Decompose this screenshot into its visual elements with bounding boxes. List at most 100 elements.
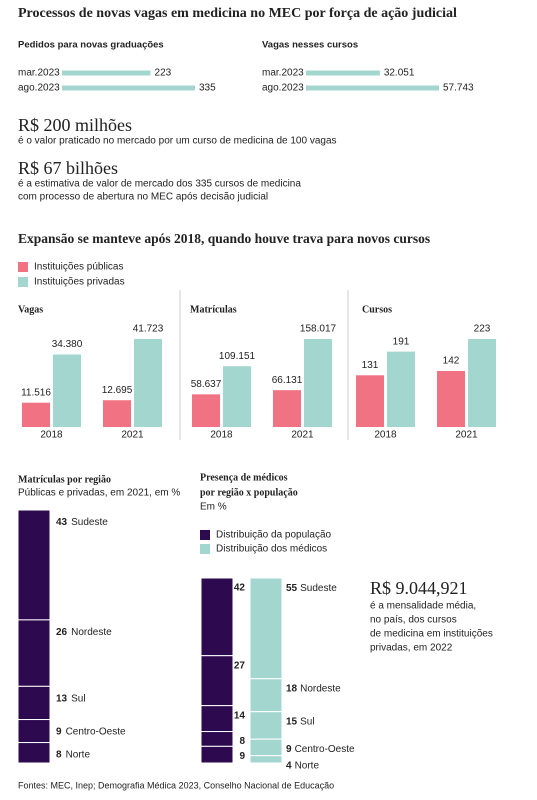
segment — [17, 509, 51, 621]
segment — [200, 705, 234, 733]
category-label: ago.2023 — [262, 83, 304, 94]
segment-label: 55 Sudeste — [286, 583, 337, 594]
section-title: Expansão se manteve após 2018, quando ho… — [18, 231, 430, 246]
bar — [306, 70, 380, 76]
source: Fontes: MEC, Inep; Demografia Médica 202… — [18, 780, 334, 790]
segment-value: 9 — [239, 751, 245, 762]
segment-value: 27 — [234, 660, 246, 671]
x-tick-label: 2021 — [121, 430, 144, 441]
segment — [200, 745, 234, 764]
segment-value: 55 — [286, 583, 298, 594]
x-tick-label: 2021 — [291, 430, 314, 441]
fact-value: R$ 67 bilhões — [18, 158, 118, 178]
legend-swatch — [200, 544, 210, 554]
value-label: 57.743 — [443, 83, 474, 94]
segment-value: 42 — [234, 583, 246, 594]
segment-value: 15 — [286, 716, 298, 727]
segment — [17, 619, 51, 687]
value-label: 142 — [443, 356, 460, 367]
highlight-text: no país, dos cursos — [370, 615, 457, 626]
highlight-text: é a mensalidade média, — [370, 601, 476, 612]
segment — [17, 742, 51, 764]
segment — [249, 678, 283, 713]
x-tick-label: 2018 — [210, 430, 233, 441]
value-label: 131 — [362, 360, 379, 371]
bar — [53, 354, 81, 427]
segment-category: Norte — [295, 760, 320, 771]
legend-swatch — [18, 262, 28, 272]
segment-value: 9 — [286, 744, 292, 755]
segment-label: 8 Norte — [56, 749, 90, 760]
chart-title: Matrículas — [190, 304, 237, 315]
segment — [200, 655, 234, 707]
bar — [356, 375, 384, 427]
segment-value: 8 — [56, 749, 62, 760]
segment-category: Sudeste — [71, 517, 108, 528]
segment-value: 4 — [286, 760, 292, 771]
legend-label: Distribuição da população — [216, 530, 332, 541]
bar — [273, 390, 301, 427]
category-label: mar.2023 — [262, 68, 304, 79]
value-label: 158.017 — [300, 324, 337, 335]
value-label: 32.051 — [384, 68, 415, 79]
segment — [17, 685, 51, 721]
value-label: 12.695 — [102, 385, 133, 396]
segment — [200, 731, 234, 747]
bar — [62, 70, 151, 76]
segment-label: 13 Sul — [56, 693, 86, 704]
segment — [200, 577, 234, 657]
bar — [134, 339, 162, 427]
segment-value: 43 — [56, 517, 68, 528]
value-label: 66.131 — [272, 375, 303, 386]
segment — [249, 711, 283, 740]
segment-value: 13 — [56, 693, 68, 704]
value-label: 109.151 — [219, 351, 256, 362]
x-tick-label: 2018 — [40, 430, 63, 441]
segment-label: 15 Sul — [286, 716, 315, 727]
bar — [62, 85, 195, 91]
segment-category: Norte — [66, 749, 91, 760]
bar — [468, 339, 496, 427]
highlight-value: R$ 9.044,921 — [370, 578, 468, 598]
value-label: 58.637 — [191, 379, 222, 390]
chart-subtitle: Públicas e privadas, em 2021, em % — [18, 488, 180, 499]
chart-title: Vagas — [18, 304, 43, 315]
chart-title: Matrículas por região — [18, 474, 111, 485]
chart-title: Presença de médicos — [200, 472, 288, 483]
segment-category: Sudeste — [300, 583, 337, 594]
segment-category: Sul — [300, 716, 314, 727]
value-label: 223 — [155, 68, 172, 79]
page-title: Processos de novas vagas em medicina no … — [18, 6, 457, 21]
legend-swatch — [200, 530, 210, 540]
chart-title: Cursos — [362, 304, 392, 315]
segment-value: 9 — [56, 726, 62, 737]
value-label: 11.516 — [21, 387, 51, 398]
bar — [223, 366, 251, 427]
value-label: 41.723 — [133, 324, 164, 335]
chart-title: Pedidos para novas graduações — [18, 40, 164, 51]
fact-text: é o valor praticado no mercado por um cu… — [18, 136, 337, 147]
legend-label: Instituições privadas — [34, 277, 125, 288]
x-tick-label: 2018 — [374, 430, 397, 441]
bar — [103, 400, 131, 427]
fact-value: R$ 200 milhões — [18, 115, 132, 135]
segment-value: 8 — [239, 736, 245, 747]
segment-category: Sul — [71, 693, 85, 704]
bar — [387, 351, 415, 427]
highlight-text: privadas, em 2022 — [370, 643, 453, 654]
segment-category: Centro-Oeste — [66, 726, 126, 737]
category-label: ago.2023 — [18, 83, 60, 94]
segment — [17, 719, 51, 744]
bar — [304, 339, 332, 427]
chart-title: Vagas nesses cursos — [262, 40, 358, 51]
segment-value: 26 — [56, 627, 68, 638]
bar — [437, 370, 465, 427]
fact-text: é a estimativa de valor de mercado dos 3… — [18, 179, 301, 190]
segment-label: 18 Nordeste — [286, 683, 341, 694]
value-label: 34.380 — [52, 339, 83, 350]
bar — [192, 394, 220, 427]
chart-title: por região x população — [200, 487, 298, 498]
segment-category: Nordeste — [300, 683, 341, 694]
legend-swatch — [18, 277, 28, 287]
